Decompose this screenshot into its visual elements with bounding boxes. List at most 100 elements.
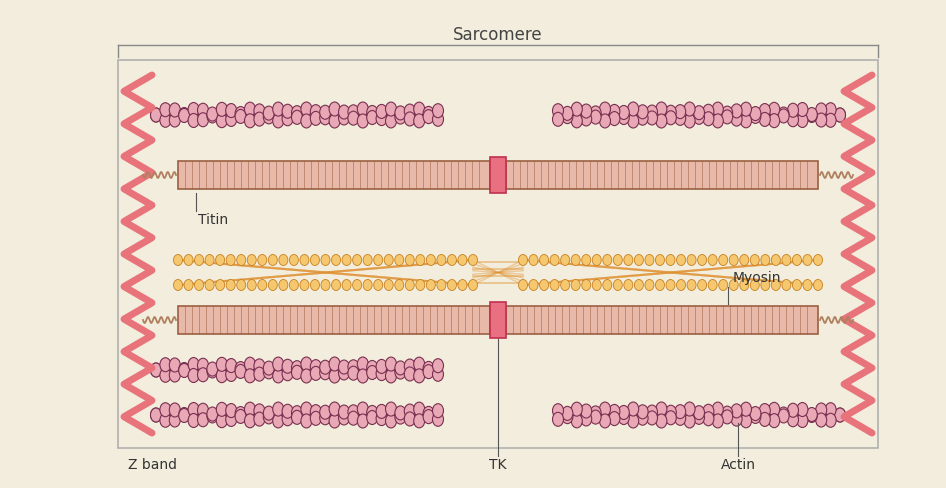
Ellipse shape bbox=[423, 110, 434, 123]
Ellipse shape bbox=[592, 255, 602, 265]
Ellipse shape bbox=[590, 106, 601, 120]
Ellipse shape bbox=[815, 403, 827, 417]
Ellipse shape bbox=[815, 113, 827, 127]
Ellipse shape bbox=[216, 280, 224, 290]
Ellipse shape bbox=[635, 280, 643, 290]
Ellipse shape bbox=[405, 255, 414, 265]
Ellipse shape bbox=[404, 367, 415, 381]
Ellipse shape bbox=[731, 404, 742, 418]
Ellipse shape bbox=[179, 108, 190, 122]
Ellipse shape bbox=[320, 411, 331, 425]
Ellipse shape bbox=[609, 112, 620, 125]
Ellipse shape bbox=[656, 280, 664, 290]
Ellipse shape bbox=[348, 105, 359, 119]
Ellipse shape bbox=[339, 111, 349, 125]
Ellipse shape bbox=[329, 357, 341, 371]
Ellipse shape bbox=[339, 105, 349, 119]
Ellipse shape bbox=[329, 414, 341, 428]
Ellipse shape bbox=[310, 405, 322, 419]
Ellipse shape bbox=[709, 280, 717, 290]
Ellipse shape bbox=[458, 255, 467, 265]
Ellipse shape bbox=[719, 280, 727, 290]
Ellipse shape bbox=[195, 255, 203, 265]
Ellipse shape bbox=[320, 360, 331, 374]
Ellipse shape bbox=[518, 280, 528, 290]
Ellipse shape bbox=[423, 365, 434, 379]
Ellipse shape bbox=[342, 255, 351, 265]
Text: Sarcomere: Sarcomere bbox=[453, 26, 543, 44]
Ellipse shape bbox=[394, 106, 406, 120]
Ellipse shape bbox=[413, 369, 425, 383]
Ellipse shape bbox=[263, 406, 274, 420]
Ellipse shape bbox=[300, 280, 309, 290]
Ellipse shape bbox=[207, 407, 218, 421]
Ellipse shape bbox=[150, 363, 162, 377]
Ellipse shape bbox=[684, 414, 695, 428]
Ellipse shape bbox=[779, 407, 789, 421]
Ellipse shape bbox=[603, 255, 612, 265]
Ellipse shape bbox=[367, 366, 377, 380]
Ellipse shape bbox=[637, 111, 648, 125]
Ellipse shape bbox=[761, 280, 770, 290]
Ellipse shape bbox=[207, 409, 218, 423]
Ellipse shape bbox=[787, 113, 798, 127]
Ellipse shape bbox=[676, 255, 686, 265]
Ellipse shape bbox=[272, 402, 284, 416]
Ellipse shape bbox=[217, 368, 227, 383]
Ellipse shape bbox=[310, 111, 322, 125]
Ellipse shape bbox=[207, 109, 218, 123]
Ellipse shape bbox=[301, 369, 312, 383]
Bar bbox=[118, 60, 878, 448]
Ellipse shape bbox=[834, 408, 846, 422]
Ellipse shape bbox=[386, 402, 396, 416]
Ellipse shape bbox=[600, 102, 610, 116]
Ellipse shape bbox=[741, 114, 751, 128]
Ellipse shape bbox=[169, 403, 181, 417]
Ellipse shape bbox=[769, 414, 780, 427]
Ellipse shape bbox=[254, 359, 265, 373]
Ellipse shape bbox=[571, 114, 583, 128]
Ellipse shape bbox=[834, 408, 846, 422]
Ellipse shape bbox=[539, 280, 549, 290]
Ellipse shape bbox=[623, 255, 633, 265]
Ellipse shape bbox=[600, 402, 610, 416]
Ellipse shape bbox=[207, 107, 218, 121]
Ellipse shape bbox=[562, 106, 573, 121]
Ellipse shape bbox=[320, 111, 331, 125]
Ellipse shape bbox=[367, 105, 377, 120]
Ellipse shape bbox=[247, 280, 256, 290]
Ellipse shape bbox=[169, 413, 181, 427]
Ellipse shape bbox=[628, 414, 639, 428]
Ellipse shape bbox=[321, 280, 330, 290]
Ellipse shape bbox=[348, 111, 359, 125]
Ellipse shape bbox=[750, 409, 761, 424]
Ellipse shape bbox=[603, 280, 612, 290]
Ellipse shape bbox=[693, 110, 705, 124]
Ellipse shape bbox=[413, 414, 425, 428]
Ellipse shape bbox=[656, 255, 664, 265]
Ellipse shape bbox=[282, 412, 293, 426]
Ellipse shape bbox=[226, 103, 236, 118]
Ellipse shape bbox=[160, 358, 171, 372]
Ellipse shape bbox=[394, 280, 404, 290]
Ellipse shape bbox=[703, 404, 714, 418]
Ellipse shape bbox=[269, 255, 277, 265]
Ellipse shape bbox=[645, 255, 654, 265]
Ellipse shape bbox=[427, 280, 435, 290]
Ellipse shape bbox=[413, 357, 425, 371]
Ellipse shape bbox=[571, 280, 580, 290]
Ellipse shape bbox=[750, 106, 761, 121]
Ellipse shape bbox=[803, 280, 812, 290]
Ellipse shape bbox=[386, 357, 396, 371]
Ellipse shape bbox=[712, 102, 724, 116]
Ellipse shape bbox=[329, 102, 341, 116]
Ellipse shape bbox=[571, 102, 583, 116]
Ellipse shape bbox=[254, 412, 265, 426]
Ellipse shape bbox=[291, 361, 303, 375]
Ellipse shape bbox=[329, 402, 341, 416]
Ellipse shape bbox=[300, 255, 309, 265]
Ellipse shape bbox=[404, 112, 415, 126]
Ellipse shape bbox=[217, 357, 227, 371]
Ellipse shape bbox=[279, 255, 288, 265]
Ellipse shape bbox=[301, 402, 312, 416]
